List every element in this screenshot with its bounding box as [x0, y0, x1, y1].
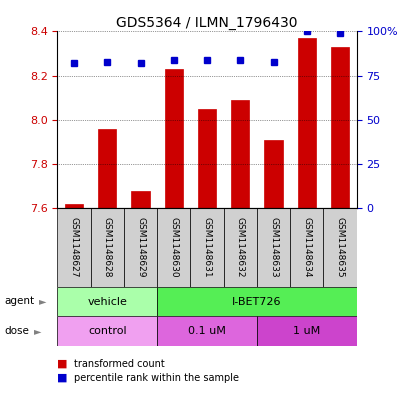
Bar: [290, 208, 323, 287]
Bar: [57, 287, 157, 316]
Text: vehicle: vehicle: [87, 297, 127, 307]
Text: 1 uM: 1 uM: [292, 326, 320, 336]
Bar: [57, 316, 157, 346]
Bar: [57, 208, 90, 287]
Bar: [90, 208, 124, 287]
Text: 0.1 uM: 0.1 uM: [188, 326, 225, 336]
Bar: [330, 47, 348, 208]
Bar: [131, 191, 149, 208]
Bar: [157, 287, 356, 316]
Bar: [157, 316, 256, 346]
Bar: [98, 129, 116, 208]
Text: dose: dose: [4, 326, 29, 336]
Text: GSM1148632: GSM1148632: [235, 217, 244, 278]
Text: GSM1148634: GSM1148634: [301, 217, 310, 278]
Text: GSM1148627: GSM1148627: [70, 217, 79, 278]
Bar: [164, 69, 182, 208]
Text: ■: ■: [57, 373, 68, 383]
Bar: [297, 38, 315, 208]
Text: ►: ►: [39, 296, 46, 307]
Bar: [256, 316, 356, 346]
Bar: [198, 109, 216, 208]
Bar: [264, 140, 282, 208]
Bar: [256, 208, 290, 287]
Text: GSM1148630: GSM1148630: [169, 217, 178, 278]
Title: GDS5364 / ILMN_1796430: GDS5364 / ILMN_1796430: [116, 17, 297, 30]
Text: GSM1148628: GSM1148628: [103, 217, 112, 278]
Bar: [124, 208, 157, 287]
Text: ►: ►: [34, 326, 41, 336]
Bar: [190, 208, 223, 287]
Bar: [231, 100, 249, 208]
Text: I-BET726: I-BET726: [231, 297, 281, 307]
Bar: [65, 204, 83, 208]
Text: control: control: [88, 326, 126, 336]
Text: GSM1148631: GSM1148631: [202, 217, 211, 278]
Bar: [223, 208, 256, 287]
Text: transformed count: transformed count: [74, 358, 164, 369]
Text: GSM1148635: GSM1148635: [335, 217, 344, 278]
Bar: [157, 208, 190, 287]
Text: GSM1148629: GSM1148629: [136, 217, 145, 278]
Text: ■: ■: [57, 358, 68, 369]
Text: agent: agent: [4, 296, 34, 307]
Text: percentile rank within the sample: percentile rank within the sample: [74, 373, 238, 383]
Text: GSM1148633: GSM1148633: [268, 217, 277, 278]
Bar: [323, 208, 356, 287]
